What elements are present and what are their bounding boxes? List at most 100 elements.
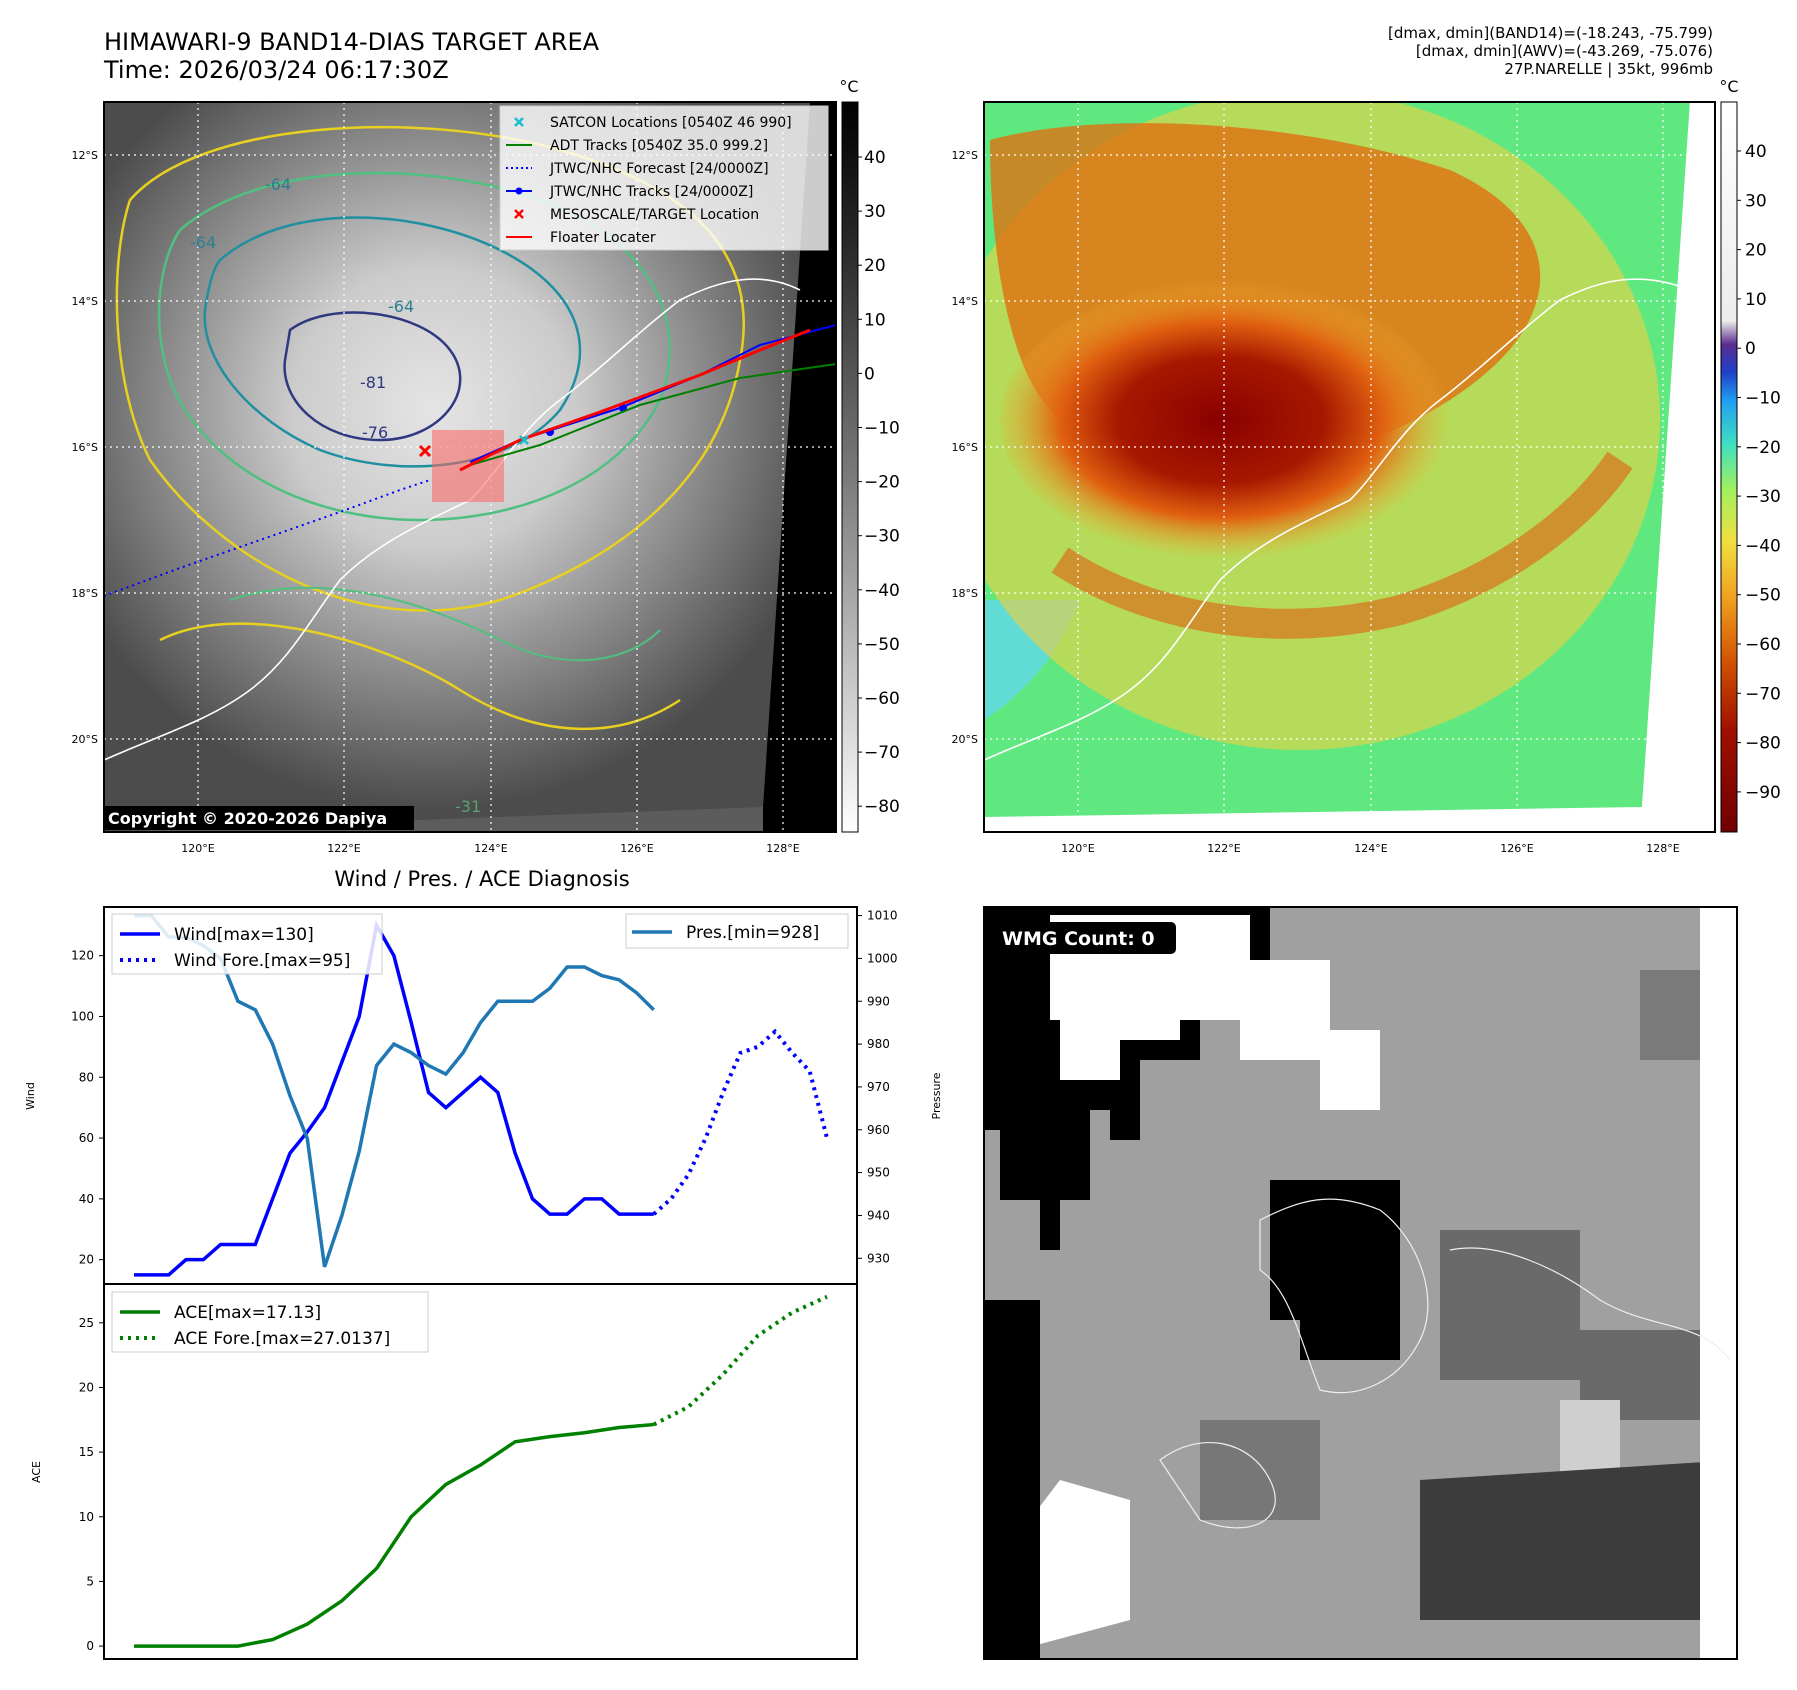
pressure-tick-label: 960: [867, 1123, 890, 1137]
colorbar-tick-label: −80: [864, 797, 900, 817]
wind-tick-label: 60: [79, 1131, 94, 1145]
ir-map-axis-labels: 12°S 14°S 16°S 18°S 20°S 120°E 122°E 124°E 126°E…: [72, 149, 800, 855]
wind-tick-label: 40: [79, 1192, 94, 1206]
map-legend: [499, 105, 829, 251]
jtwc-forecast-track: [104, 479, 431, 597]
contour-labels: -64 -64 -64 -81 -76 -31: [190, 175, 481, 816]
colorbar-tick-label: −10: [1745, 389, 1781, 409]
lat-tick-label: 20°S: [952, 733, 978, 746]
colorbar-tick-label: −20: [864, 473, 900, 493]
figure-title: HIMAWARI-9 BAND14-DIAS TARGET AREA Time:…: [104, 28, 599, 84]
legend-label: Wind[max=130]: [174, 925, 314, 945]
wmg-contour: [1259, 1198, 1429, 1394]
contour-label: -64: [190, 233, 216, 252]
title-line-2: Time: 2026/03/24 06:17:30Z: [104, 56, 449, 84]
map-legend-entry: JTWC/NHC Tracks [24/0000Z]: [506, 184, 753, 200]
awv-nodata-area: [1642, 102, 1715, 832]
lat-tick-label: 18°S: [952, 587, 978, 600]
ace-tick-label: 0: [86, 1639, 94, 1653]
lon-tick-label: 120°E: [181, 842, 214, 855]
colorbar-tick-label: −60: [1745, 635, 1781, 655]
wind-pres-chart: 20 40 60 80 100 120 930 940 950 960 970 980 990 1000 1…: [71, 909, 898, 1277]
wmg-count-badge: [988, 922, 1176, 954]
ir-colorbar: [841, 101, 859, 833]
lat-tick-label: 18°S: [72, 587, 98, 600]
adt-track: [469, 363, 836, 466]
lon-tick-label: 126°E: [620, 842, 653, 855]
wind-axis-label: Wind: [24, 1082, 37, 1110]
legend-label: Pres.[min=928]: [686, 923, 819, 943]
legend-label: ACE Fore.[max=27.0137]: [174, 1329, 390, 1349]
ace-tick-label: 10: [79, 1510, 94, 1524]
colorbar-tick-label: −90: [1745, 783, 1781, 803]
ir-map-panel: -64 -64 -64 -81 -76 -31 Copyright © 2020…: [103, 101, 837, 833]
wind-tick-label: 120: [71, 949, 94, 963]
contour-label: -76: [362, 423, 388, 442]
colorbar-tick-label: 40: [1745, 142, 1767, 162]
contour-indigo: [283, 311, 462, 442]
ace-chart: 0 5 10 15 20 25 ACE[max=17.13] ACE Fore.[max=27…: [79, 1291, 828, 1653]
colorbar-tick-label: 30: [864, 202, 886, 222]
contour-label: -81: [360, 373, 386, 392]
wmg-darkest-patch: [1420, 1460, 1737, 1620]
ir-colorbar-unit: °C: [839, 77, 858, 96]
map-legend-label: MESOSCALE/TARGET Location: [550, 207, 759, 223]
map-legend-items: SATCON Locations [0540Z 46 990] ADT Track…: [506, 115, 792, 246]
wmg-white-region-north: [1050, 915, 1380, 1110]
colorbar-tick-label: 10: [864, 310, 886, 330]
stats-line-2: [dmax, dmin](AWV)=(-43.269, -75.076): [1415, 42, 1713, 60]
colorbar-tick-label: −50: [1745, 586, 1781, 606]
coastline-right: [984, 278, 1691, 761]
colorbar-tick-label: 0: [864, 364, 875, 384]
wmg-dark-gray-patch: [1200, 1420, 1320, 1520]
colorbar-tick-label: −10: [864, 419, 900, 439]
map-legend-entry: MESOSCALE/TARGET Location: [514, 207, 759, 223]
contour-label: -31: [455, 797, 481, 816]
series-line-wind-fore-max-: [652, 1028, 829, 1216]
series-line-wind-max-: [134, 920, 654, 1277]
wmg-dark-gray-patch: [1440, 1230, 1700, 1420]
colorbar-tick-label: 20: [1745, 241, 1767, 261]
map-legend-label: SATCON Locations [0540Z 46 990]: [550, 115, 792, 131]
lon-tick-label: 128°E: [766, 842, 799, 855]
wind-tick-label: 20: [79, 1253, 94, 1267]
awv-map-axis-labels: 12°S 14°S 16°S 18°S 20°S 120°E 122°E 124°E 126°E…: [952, 149, 1680, 855]
map-legend-label: JTWC/NHC Forecast [24/0000Z]: [549, 161, 769, 177]
title-line-1: HIMAWARI-9 BAND14-DIAS TARGET AREA: [104, 28, 600, 56]
wmg-black-region-west: [984, 1300, 1040, 1659]
lon-tick-label: 122°E: [1207, 842, 1240, 855]
map-legend-entry: ADT Tracks [0540Z 35.0 999.2]: [506, 138, 768, 154]
colorbar-tick-label: 30: [1745, 191, 1767, 211]
lat-tick-label: 20°S: [72, 733, 98, 746]
contour-yellow-south: [159, 622, 681, 730]
map-legend-entry: SATCON Locations [0540Z 46 990]: [514, 115, 792, 131]
wmg-black-region-center: [1270, 1180, 1400, 1360]
lat-tick-label: 14°S: [72, 295, 98, 308]
lat-tick-label: 16°S: [72, 441, 98, 454]
contour-label: -64: [388, 297, 414, 316]
ir-colorbar-ticks: 40 30 20 10 0 −10 −20 −30 −40 −50 −60 −70 −80: [858, 148, 900, 817]
lon-tick-label: 128°E: [1646, 842, 1679, 855]
series-line-ace-max-: [134, 1422, 654, 1648]
lon-tick-label: 124°E: [474, 842, 507, 855]
pressure-tick-label: 990: [867, 994, 890, 1008]
map-legend-entry: JTWC/NHC Forecast [24/0000Z]: [506, 161, 769, 177]
pressure-legend: Pres.[min=928]: [625, 913, 849, 949]
diagnosis-title: Wind / Pres. / ACE Diagnosis: [334, 867, 629, 891]
pressure-tick-label: 930: [867, 1251, 890, 1265]
series-line-ace-fore-max-: [652, 1294, 828, 1427]
lat-tick-label: 12°S: [952, 149, 978, 162]
map-legend-label: JTWC/NHC Tracks [24/0000Z]: [549, 184, 753, 200]
wind-legend: Wind[max=130] Wind Fore.[max=95]: [111, 913, 383, 975]
copyright-box: [104, 806, 414, 830]
awv-colorbar-unit: °C: [1719, 77, 1738, 96]
stats-line-3: 27P.NARELLE | 35kt, 996mb: [1504, 60, 1713, 78]
wmg-contour: [1449, 1247, 1731, 1361]
colorbar-tick-label: −30: [864, 527, 900, 547]
wmg-count-label: WMG Count: 0: [1002, 928, 1155, 950]
colorbar-tick-label: −40: [864, 581, 900, 601]
colorbar-tick-label: −20: [1745, 438, 1781, 458]
ace-tick-label: 20: [79, 1380, 94, 1394]
contour-label: -64: [265, 175, 291, 194]
map-legend-label: Floater Locater: [550, 230, 656, 246]
